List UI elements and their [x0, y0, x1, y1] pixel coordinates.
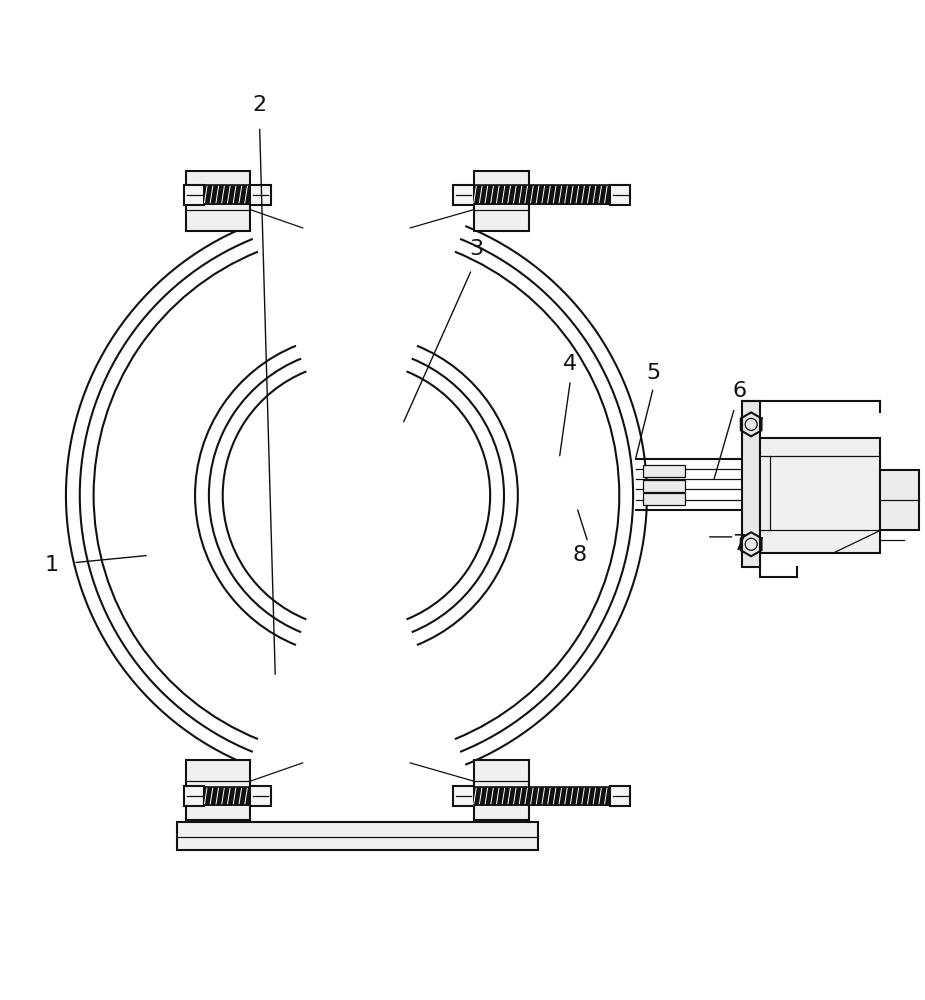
Bar — [186, 171, 251, 231]
Bar — [251, 185, 271, 205]
Bar — [204, 787, 251, 805]
Bar — [186, 760, 251, 820]
Bar — [643, 480, 684, 492]
Text: 4: 4 — [563, 354, 577, 374]
Text: 7: 7 — [732, 534, 746, 554]
Bar — [881, 470, 919, 530]
Bar — [184, 786, 204, 806]
Text: 1: 1 — [45, 555, 59, 575]
Bar — [453, 786, 474, 806]
Bar — [474, 760, 529, 820]
Bar — [742, 401, 760, 567]
Bar — [760, 438, 881, 553]
Bar — [474, 171, 529, 231]
Text: 6: 6 — [732, 381, 746, 401]
Text: 2: 2 — [253, 95, 266, 115]
Bar — [184, 185, 204, 205]
Bar — [204, 185, 251, 204]
Bar — [610, 786, 630, 806]
Bar — [251, 786, 271, 806]
Bar — [177, 822, 538, 850]
Bar — [474, 787, 610, 805]
Bar — [453, 185, 474, 205]
Bar — [643, 493, 684, 505]
Bar — [474, 185, 610, 204]
Text: 3: 3 — [469, 239, 484, 259]
Bar — [643, 465, 684, 477]
Text: 5: 5 — [647, 363, 660, 383]
Bar — [610, 185, 630, 205]
Text: 8: 8 — [573, 545, 586, 565]
